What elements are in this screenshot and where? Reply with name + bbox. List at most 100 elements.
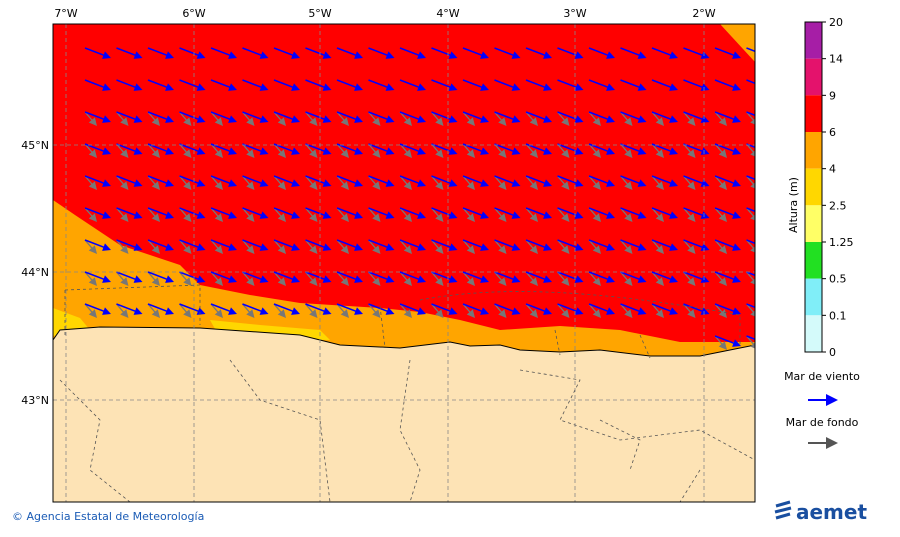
arrow [683,303,710,315]
arrow-head [687,277,696,286]
arrow-head [718,341,727,350]
arrow [651,303,664,318]
arrow-head [102,115,111,123]
arrow [746,207,755,221]
lat-labels: 45°N 44°N 43°N [21,139,49,407]
arrow-shaft [116,175,138,185]
arrow-head [687,181,696,190]
arrow-shaft [651,143,661,154]
arrow [368,79,395,91]
arrow-shaft [746,239,755,250]
arrow [462,143,475,158]
arrow-shaft [714,239,724,250]
arrow-head [700,179,710,187]
arrow-shaft [683,175,693,186]
arrow-shaft [210,47,232,57]
arrow-shaft [620,79,642,89]
lon-label: 2°W [692,7,715,20]
arrow-head [246,213,255,222]
arrow [620,111,647,123]
legend-gray-arrow [808,437,838,449]
arrow [588,303,615,315]
arrow [651,207,664,222]
arrow [683,239,696,254]
arrow-head [354,307,363,315]
arrow-shaft [116,47,138,57]
arrow [746,239,755,245]
arrow [399,143,412,158]
arrow-shaft [399,143,409,154]
arrow-head [214,181,223,190]
arrow-head [511,115,521,123]
arrow [714,271,727,286]
arrow-shaft [116,303,138,313]
arrow-head [669,275,678,283]
arrow [494,207,507,222]
arrow-shaft [368,271,390,281]
arrow [462,239,489,251]
colorbar-segment [805,168,822,206]
arrow [620,111,633,126]
lon-label: 5°W [308,7,331,20]
arrow-shaft [84,207,106,217]
arrow-shaft [714,175,736,185]
arrow-head [214,309,223,318]
arrow [368,143,381,158]
arrow-head [372,213,381,222]
arrow [525,143,538,158]
arrow-shaft [242,143,252,154]
arrow [431,111,444,126]
arrow-head [655,149,664,158]
arrow-head [750,278,755,285]
arrow-shaft [179,271,201,281]
arrow-shaft [714,79,736,89]
arrow-shaft [242,175,252,186]
arrow-shaft [305,239,315,250]
arrow [305,175,332,187]
arrow-shaft [399,175,409,186]
arrow-shaft [620,271,630,282]
arrow-shaft [620,239,630,250]
arrow-head [151,181,160,190]
arrow-shaft [273,239,295,249]
arrow-shaft [431,175,441,186]
arrow [557,47,584,59]
arrow [431,303,458,315]
arrow-shaft [210,79,232,89]
arrow [210,271,223,286]
arrow-head [592,277,601,286]
arrow [431,239,458,251]
arrow-shaft [462,303,472,314]
arrow-shaft [494,111,516,121]
arrow-head [151,117,160,126]
arrow [683,47,710,59]
arrow-shaft [242,111,264,121]
arrow [336,111,363,123]
arrow-head [592,309,601,318]
arrow-shaft [84,111,94,122]
arrow [179,111,206,123]
arrow-shaft [368,303,378,314]
arrow [368,207,381,222]
arrow-shaft [242,271,264,281]
arrow-head [511,147,521,155]
arrow-shaft [557,271,579,281]
arrow-head [732,147,741,155]
arrow [368,303,381,318]
arrow [525,271,538,286]
arrow-shaft [305,143,315,154]
arrow [494,271,507,286]
arrow [525,111,538,126]
arrow-shaft [431,239,453,249]
arrow-shaft [84,271,106,281]
arrow [336,239,363,251]
arrow-head [448,115,458,123]
arrow-shaft [210,175,220,186]
arrow-shaft [683,79,705,89]
arrow-head [750,118,755,125]
arrow-head [183,245,192,254]
arrow-shaft [651,175,661,186]
arrow-shaft [273,79,295,89]
arrow [557,303,584,315]
arrow [147,47,174,59]
